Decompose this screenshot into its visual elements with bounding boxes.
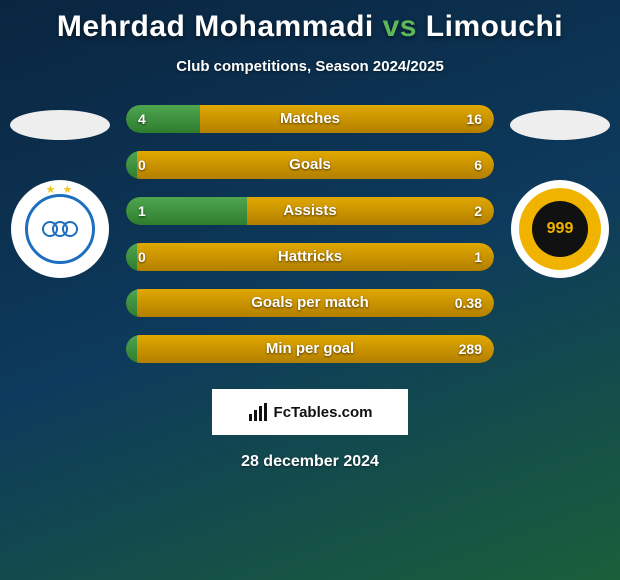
- page-title: Mehrdad Mohammadi vs Limouchi: [0, 10, 620, 44]
- stat-label: Matches: [126, 105, 494, 133]
- player2-club-badge-core: 999: [532, 201, 588, 257]
- player1-club-badge-inner: ★ ★: [25, 194, 95, 264]
- comparison-card: Mehrdad Mohammadi vs Limouchi Club compe…: [0, 0, 620, 471]
- stat-right-value: 16: [466, 105, 482, 133]
- brand-badge: FcTables.com: [212, 389, 408, 435]
- stat-row: 1Assists2: [126, 197, 494, 225]
- stat-right-value: 1: [474, 243, 482, 271]
- stat-row: 0Goals6: [126, 151, 494, 179]
- brand-text: FcTables.com: [274, 404, 373, 421]
- stat-bars: 4Matches160Goals61Assists20Hattricks1Goa…: [120, 105, 500, 363]
- date-label: 28 december 2024: [0, 453, 620, 471]
- stat-right-value: 289: [459, 335, 482, 363]
- player1-flag: [10, 110, 110, 140]
- player2-name: Limouchi: [426, 10, 563, 43]
- player2-club-badge-ring: 999: [519, 188, 601, 270]
- stat-row: Min per goal289: [126, 335, 494, 363]
- right-side: 999: [500, 105, 620, 278]
- vs-label: vs: [383, 10, 417, 43]
- body-row: ★ ★ 4Matches160Goals61Assists20Hattricks…: [0, 105, 620, 363]
- badge-rings-icon: [45, 221, 75, 237]
- stat-label: Min per goal: [126, 335, 494, 363]
- subtitle: Club competitions, Season 2024/2025: [0, 58, 620, 75]
- stat-label: Goals per match: [126, 289, 494, 317]
- player2-flag: [510, 110, 610, 140]
- player2-club-badge: 999: [511, 180, 609, 278]
- stat-row: 0Hattricks1: [126, 243, 494, 271]
- stat-label: Hattricks: [126, 243, 494, 271]
- stat-right-value: 0.38: [455, 289, 482, 317]
- stat-row: 4Matches16: [126, 105, 494, 133]
- player1-name: Mehrdad Mohammadi: [57, 10, 374, 43]
- left-side: ★ ★: [0, 105, 120, 278]
- stat-label: Goals: [126, 151, 494, 179]
- badge-stars-icon: ★ ★: [46, 183, 75, 196]
- stat-right-value: 6: [474, 151, 482, 179]
- stat-row: Goals per match0.38: [126, 289, 494, 317]
- stat-right-value: 2: [474, 197, 482, 225]
- player1-club-badge: ★ ★: [11, 180, 109, 278]
- stat-label: Assists: [126, 197, 494, 225]
- chart-icon: [248, 402, 268, 422]
